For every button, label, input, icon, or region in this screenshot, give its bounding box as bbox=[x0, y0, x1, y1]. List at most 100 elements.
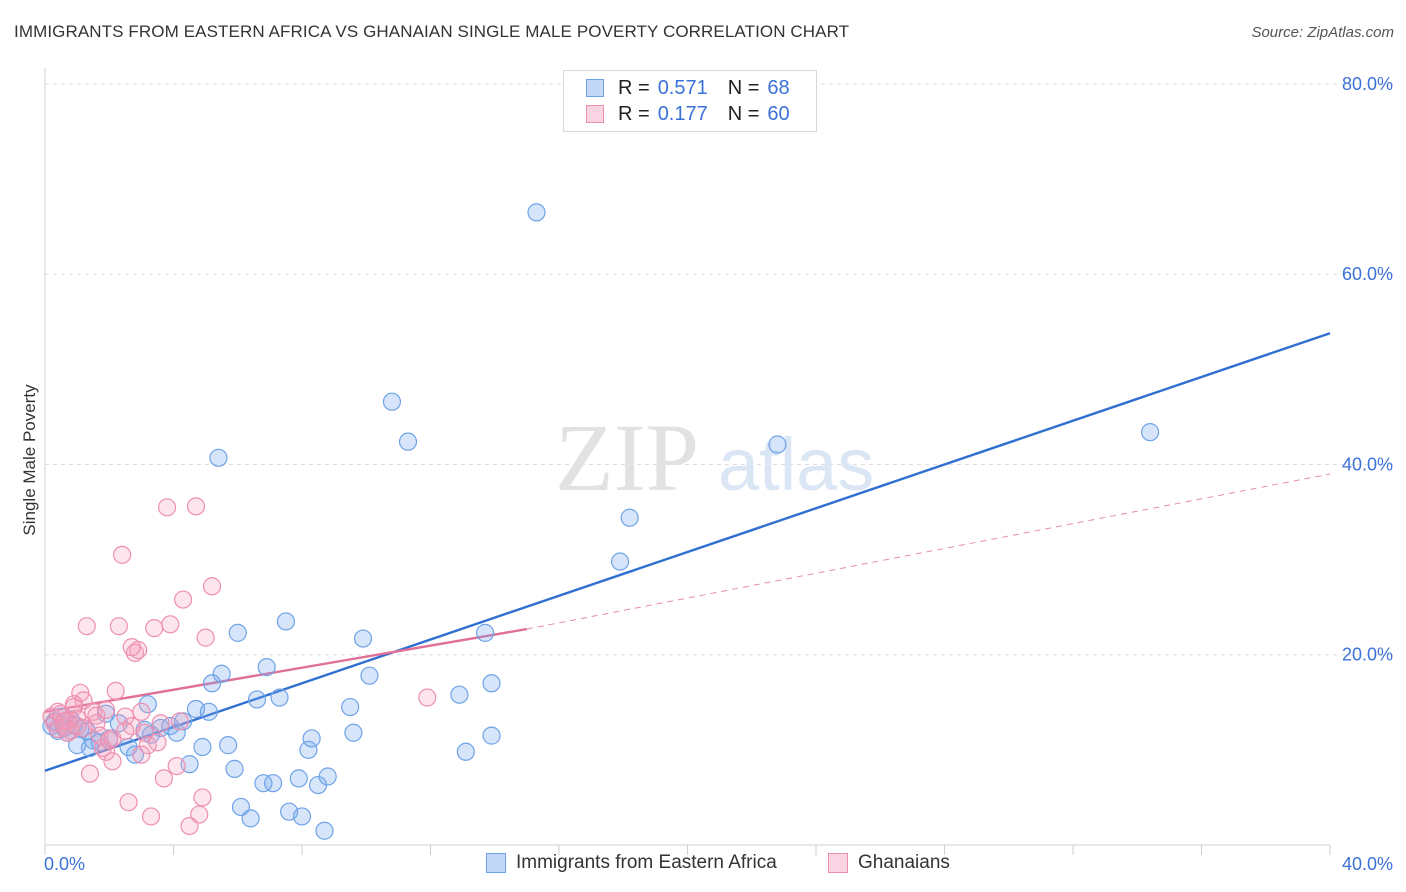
point-eastern-africa bbox=[353, 629, 373, 648]
point-eastern-africa bbox=[341, 697, 360, 717]
point-ghanaian bbox=[141, 807, 161, 826]
n-value: 60 bbox=[767, 102, 790, 125]
point-eastern-africa bbox=[768, 435, 787, 454]
n-label: N = bbox=[727, 76, 760, 99]
point-ghanaian bbox=[145, 619, 164, 638]
point-ghanaian bbox=[64, 695, 84, 714]
r-label: R = bbox=[618, 76, 650, 99]
point-ghanaian bbox=[418, 688, 437, 707]
point-eastern-africa bbox=[225, 759, 244, 778]
point-eastern-africa bbox=[299, 740, 318, 759]
legend-item-eastern-africa[interactable]: Immigrants from Eastern Africa bbox=[486, 852, 777, 874]
point-eastern-africa bbox=[219, 736, 238, 755]
blue-swatch bbox=[586, 79, 604, 97]
point-ghanaian bbox=[112, 545, 132, 564]
series-legend: Immigrants from Eastern Africa Ghanaians bbox=[0, 852, 1406, 878]
point-ghanaian bbox=[157, 498, 177, 517]
point-eastern-africa bbox=[254, 774, 273, 793]
point-ghanaian bbox=[87, 706, 106, 725]
point-eastern-africa bbox=[241, 809, 260, 828]
legend-label: Immigrants from Eastern Africa bbox=[516, 852, 777, 873]
n-label: N = bbox=[727, 102, 760, 125]
point-ghanaian bbox=[125, 643, 145, 662]
point-eastern-africa bbox=[382, 392, 402, 411]
point-ghanaian bbox=[119, 793, 138, 812]
r-value: 0.177 bbox=[657, 102, 708, 125]
y-axis-label: Single Male Poverty bbox=[20, 384, 39, 536]
point-eastern-africa bbox=[125, 745, 145, 764]
trend-line-dashed-ghanaian bbox=[526, 473, 1331, 630]
legend-row-blue: R = 0.571 N = 68 bbox=[586, 76, 790, 100]
point-ghanaian bbox=[77, 617, 96, 636]
y-tick-label: 60.0% bbox=[1342, 264, 1393, 284]
point-eastern-africa bbox=[360, 666, 379, 685]
point-ghanaian bbox=[148, 733, 167, 752]
point-eastern-africa bbox=[270, 688, 289, 707]
point-eastern-africa bbox=[228, 623, 247, 642]
point-eastern-africa bbox=[167, 723, 186, 742]
point-ghanaian bbox=[109, 617, 128, 636]
point-ghanaian bbox=[106, 681, 125, 700]
point-ghanaian bbox=[151, 714, 170, 733]
pink-swatch bbox=[828, 853, 848, 873]
point-ghanaian bbox=[103, 752, 122, 771]
point-eastern-africa bbox=[302, 729, 321, 748]
point-eastern-africa bbox=[527, 203, 546, 222]
data-points bbox=[42, 203, 1160, 840]
point-eastern-africa bbox=[398, 432, 418, 451]
point-ghanaian bbox=[170, 712, 190, 731]
point-eastern-africa bbox=[476, 623, 495, 642]
point-ghanaian bbox=[132, 745, 151, 764]
point-ghanaian bbox=[186, 497, 206, 516]
point-ghanaian bbox=[96, 700, 116, 720]
point-eastern-africa bbox=[212, 664, 231, 683]
watermark-atlas: atlas bbox=[718, 423, 874, 506]
legend-label: Ghanaians bbox=[858, 852, 950, 873]
point-eastern-africa bbox=[199, 702, 218, 721]
grid-lines bbox=[45, 83, 1393, 656]
point-ghanaian bbox=[202, 577, 222, 596]
point-eastern-africa bbox=[247, 690, 267, 709]
legend-row-pink: R = 0.177 N = 60 bbox=[586, 102, 790, 126]
point-ghanaian bbox=[68, 716, 87, 736]
point-eastern-africa bbox=[344, 723, 363, 742]
x-tick-label: 40.0% bbox=[1342, 854, 1393, 874]
point-ghanaian bbox=[154, 769, 173, 788]
point-eastern-africa bbox=[318, 767, 337, 786]
point-eastern-africa bbox=[450, 685, 469, 704]
chart-title: IMMIGRANTS FROM EASTERN AFRICA VS GHANAI… bbox=[14, 22, 850, 41]
x-tick-label: 0.0% bbox=[44, 854, 85, 874]
zipatlas-watermark: ZIP atlas bbox=[555, 404, 874, 511]
point-ghanaian bbox=[116, 721, 135, 740]
blue-swatch bbox=[486, 853, 506, 873]
point-ghanaian bbox=[174, 590, 193, 609]
point-eastern-africa bbox=[482, 674, 501, 693]
axes bbox=[44, 68, 1331, 855]
point-eastern-africa bbox=[610, 552, 630, 571]
point-eastern-africa bbox=[1140, 423, 1160, 442]
point-eastern-africa bbox=[289, 769, 308, 788]
point-eastern-africa bbox=[202, 674, 222, 693]
point-ghanaian bbox=[48, 702, 67, 721]
point-eastern-africa bbox=[257, 658, 276, 677]
r-value: 0.571 bbox=[657, 76, 708, 99]
pink-swatch bbox=[586, 105, 604, 123]
point-eastern-africa bbox=[263, 774, 283, 793]
point-ghanaian bbox=[58, 723, 77, 742]
legend-item-ghanaians[interactable]: Ghanaians bbox=[828, 852, 950, 874]
point-ghanaian bbox=[196, 628, 215, 647]
trend-lines bbox=[44, 332, 1331, 772]
y-tick-label: 20.0% bbox=[1342, 645, 1393, 665]
point-eastern-africa bbox=[209, 448, 228, 467]
y-tick-label: 80.0% bbox=[1342, 74, 1393, 94]
point-eastern-africa bbox=[456, 742, 475, 761]
point-ghanaian bbox=[100, 731, 119, 750]
point-eastern-africa bbox=[276, 612, 296, 631]
y-tick-label: 40.0% bbox=[1342, 454, 1393, 474]
n-value: 68 bbox=[767, 76, 790, 99]
trend-line-ghanaian bbox=[44, 627, 528, 714]
point-eastern-africa bbox=[620, 508, 639, 527]
point-eastern-africa bbox=[315, 821, 334, 840]
point-ghanaian bbox=[122, 638, 141, 657]
